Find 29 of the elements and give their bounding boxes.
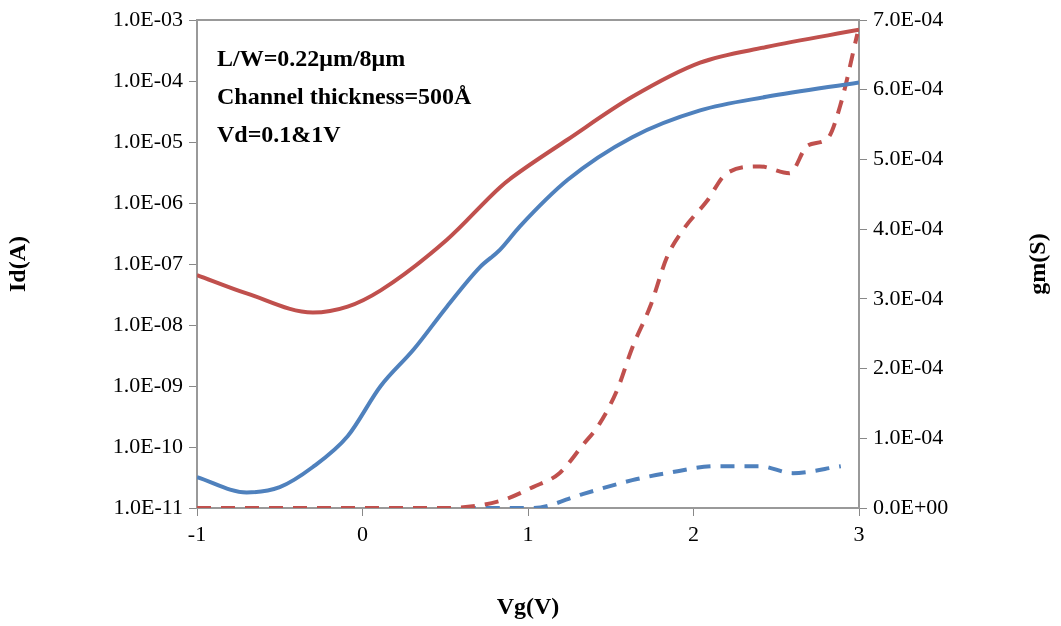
y-axis-title: Id(A) [3, 235, 30, 293]
y-tick-label: 1.0E-06 [112, 188, 183, 214]
x-tick-label: 3 [853, 520, 865, 546]
y2-tick-label: 2.0E-04 [873, 354, 944, 380]
y2-tick-label: 3.0E-04 [873, 284, 944, 310]
y2-tick-label: 5.0E-04 [873, 145, 944, 171]
annotation: Channel thickness=500Å [217, 83, 473, 110]
x-tick-label: -1 [187, 520, 207, 546]
y2-tick-label: 7.0E-04 [873, 5, 944, 31]
y-tick-label: 1.0E-09 [112, 371, 183, 397]
x-tick-label: 2 [688, 520, 699, 546]
y-tick-label: 1.0E-10 [112, 432, 183, 458]
y-tick-label: 1.0E-03 [112, 5, 183, 31]
annotation: L/W=0.22μm/8μm [217, 45, 406, 72]
y-tick-label: 1.0E-11 [113, 493, 183, 519]
line-series [197, 27, 859, 315]
x-axis-title: Vg(V) [496, 592, 560, 619]
y2-axis-title: gm(S) [1024, 233, 1051, 295]
y-tick-label: 1.0E-04 [112, 66, 183, 92]
y2-tick-label: 0.0E+00 [873, 493, 949, 519]
y2-tick-label: 6.0E-04 [873, 75, 944, 101]
x-tick-label: 1 [522, 520, 534, 546]
y-tick-label: 1.0E-05 [112, 127, 183, 153]
y-tick-label: 1.0E-07 [112, 249, 183, 275]
y2-tick-label: 1.0E-04 [873, 424, 944, 450]
annotation: Vd=0.1&1V [217, 121, 342, 148]
y2-tick-label: 4.0E-04 [873, 214, 944, 240]
y-tick-label: 1.0E-08 [112, 310, 183, 336]
x-tick-label: 0 [357, 520, 368, 546]
